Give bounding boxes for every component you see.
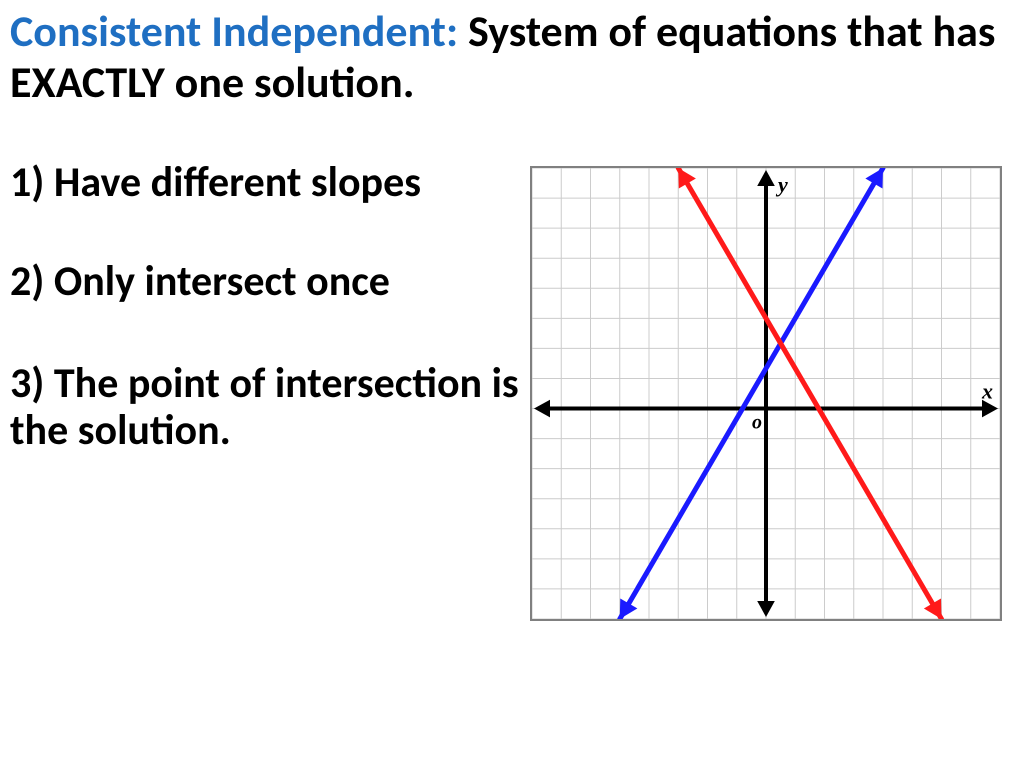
svg-text:o: o [752,412,762,434]
list-item-3: 3) The point of intersection is the solu… [10,360,530,454]
list-item-1: 1) Have different slopes [10,159,530,206]
graph-svg: oxy [532,168,1000,619]
svg-text:x: x [981,379,993,404]
slide-heading: Consistent Independent: System of equati… [10,6,1014,107]
slide: Consistent Independent: System of equati… [0,0,1024,768]
coordinate-graph: oxy [530,166,1002,621]
list-item-2: 2) Only intersect once [10,258,530,305]
term-title: Consistent Independent: [10,4,458,58]
